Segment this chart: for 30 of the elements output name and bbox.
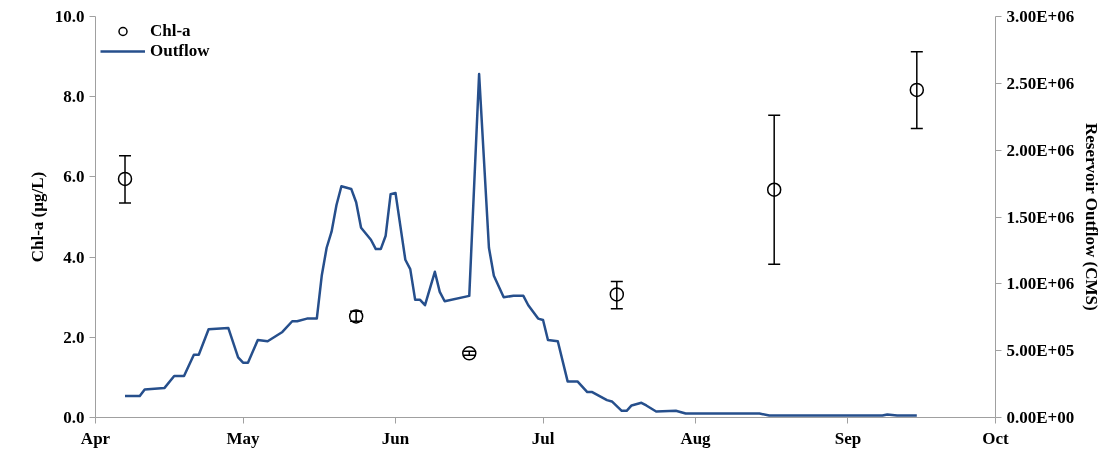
line-series <box>123 72 919 417</box>
point <box>609 287 625 302</box>
point <box>909 82 925 98</box>
x-tick-label: Oct <box>982 428 1010 448</box>
y-tick-label: 8.0 <box>63 87 85 107</box>
x-tick-label: Jul <box>531 428 555 448</box>
legend-label: Chl-a <box>150 21 191 41</box>
y-tick-label: 0.0 <box>63 408 85 427</box>
y2-axis-title: Reservoir Outflow (CMS) <box>1082 123 1102 311</box>
legend-label: Outflow <box>150 41 210 61</box>
y2-tick-label: 1.50E+06 <box>1006 207 1075 227</box>
y2-tick-label: 5.00E+05 <box>1006 341 1075 361</box>
y-tick-label: 10.0 <box>54 7 85 26</box>
y-tick-label: 4.0 <box>63 247 85 267</box>
x-tick-label: Jun <box>381 428 410 448</box>
y-tick-label: 6.0 <box>63 167 85 187</box>
y2-tick-label: 1.00E+06 <box>1006 274 1075 294</box>
x-tick-label: Sep <box>834 428 862 448</box>
y2-tick-label: 0.00E+00 <box>1006 408 1075 427</box>
y-tick-label: 2.0 <box>63 327 85 347</box>
point <box>462 346 477 361</box>
point <box>117 171 133 187</box>
y2-tick-label: 3.00E+06 <box>1006 7 1075 26</box>
x-tick-label: Aug <box>680 428 712 448</box>
y2-tick-label: 2.50E+06 <box>1006 73 1075 93</box>
point <box>766 182 782 197</box>
x-tick-label: Apr <box>80 428 111 448</box>
x-tick-label: May <box>226 428 261 448</box>
y-axis-title: Chl-a (µg/L) <box>27 171 47 263</box>
y2-tick-label: 2.00E+06 <box>1006 140 1075 160</box>
